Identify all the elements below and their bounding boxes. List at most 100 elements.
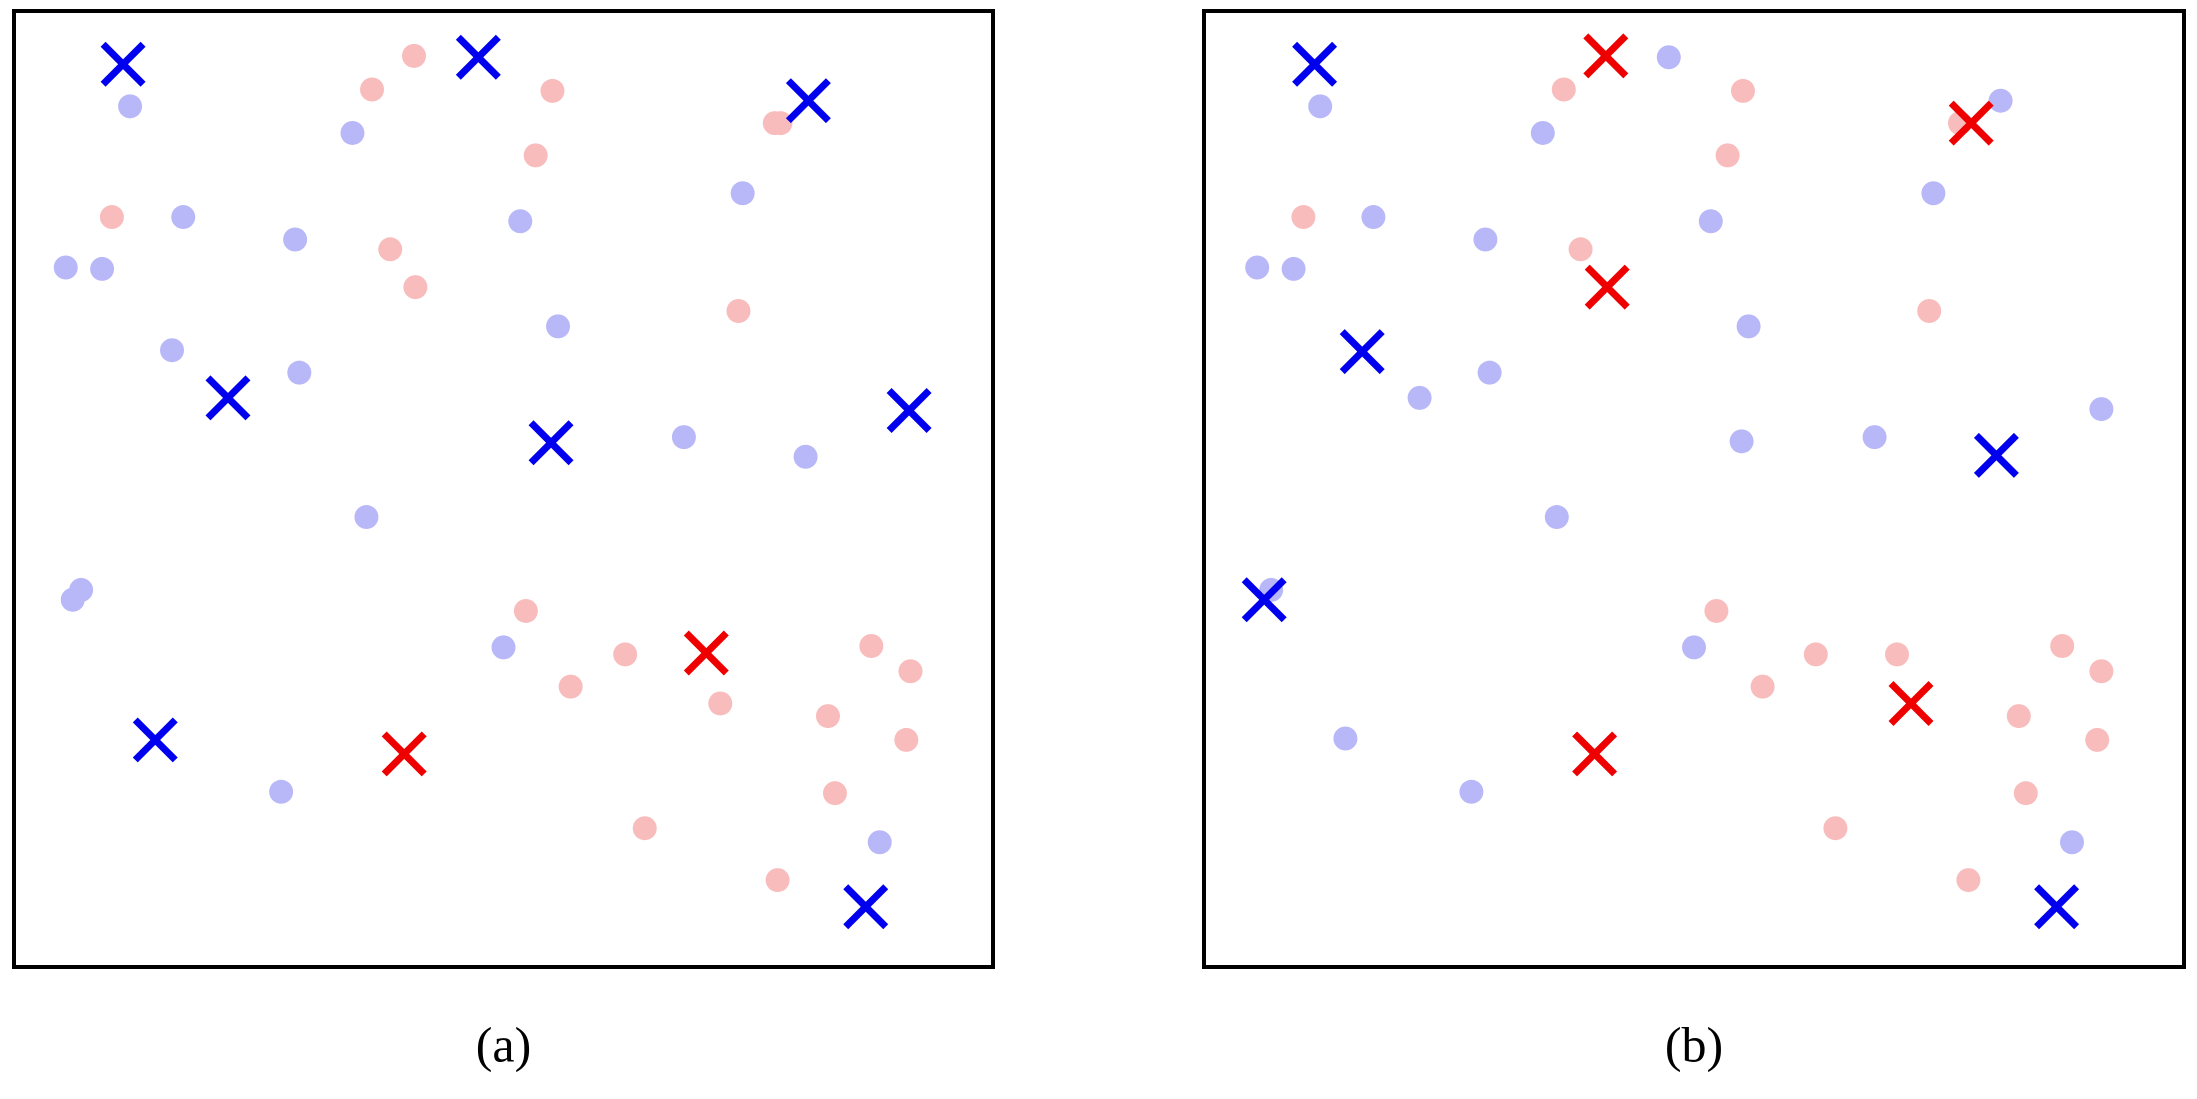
cross-marker <box>1973 432 2019 478</box>
cross-marker <box>100 41 146 87</box>
dot-marker <box>523 143 548 168</box>
cross-marker <box>1241 577 1287 623</box>
dot-marker <box>726 298 751 323</box>
dot-marker <box>815 704 840 729</box>
dot-marker <box>340 120 365 145</box>
dot-marker <box>1823 816 1848 841</box>
dot-marker <box>730 181 755 206</box>
dot-marker <box>1698 209 1723 234</box>
dot-marker <box>1917 298 1942 323</box>
dot-marker <box>508 209 533 234</box>
cross-marker <box>785 78 831 124</box>
panel-label: (a) <box>476 1016 532 1072</box>
dot-marker <box>1736 314 1761 339</box>
dot-marker <box>99 205 124 230</box>
cross-marker <box>1583 33 1629 79</box>
dot-marker <box>894 727 919 752</box>
dot-marker <box>1473 227 1498 252</box>
cross-marker <box>132 717 178 763</box>
dot-marker <box>1682 635 1706 660</box>
dot-marker <box>2089 659 2114 684</box>
dot-marker <box>90 256 115 281</box>
cross-marker <box>683 630 729 676</box>
cross-marker <box>886 388 932 433</box>
dot-marker <box>491 635 516 660</box>
dot-marker <box>1729 429 1754 454</box>
dot-marker <box>1333 726 1358 751</box>
dot-marker <box>2013 781 2038 806</box>
dot-marker <box>283 227 308 252</box>
cross-marker <box>843 884 889 930</box>
dot-marker <box>60 587 85 612</box>
dot-marker <box>1361 205 1386 230</box>
dot-marker <box>540 78 565 103</box>
dot-marker <box>1885 642 1909 667</box>
cross-marker <box>2034 884 2080 930</box>
plot-frame <box>12 9 995 969</box>
cross-marker <box>455 34 501 80</box>
dot-marker <box>2089 397 2114 422</box>
dot-marker <box>1291 205 1316 230</box>
dot-marker <box>2060 830 2084 855</box>
cross-marker <box>381 731 427 777</box>
dot-marker <box>708 691 733 716</box>
dot-marker <box>1245 255 1270 280</box>
dot-marker <box>1956 868 1981 893</box>
dot-marker <box>613 642 638 667</box>
cross-marker <box>528 420 574 466</box>
panel <box>1202 9 2186 969</box>
dot-marker <box>765 868 790 893</box>
dot-marker <box>867 830 892 855</box>
dot-marker <box>269 779 294 804</box>
dot-marker <box>1803 642 1828 667</box>
panel-label: (b) <box>1665 1016 1723 1072</box>
dot-marker <box>2085 727 2110 752</box>
dot-marker <box>1704 598 1729 623</box>
dot-marker <box>1862 425 1887 450</box>
cross-marker <box>1339 329 1385 375</box>
dot-marker <box>546 314 571 339</box>
dot-marker <box>898 659 923 684</box>
cross-marker <box>1888 680 1934 726</box>
dot-marker <box>401 43 426 68</box>
dot-marker <box>671 425 696 450</box>
dot-marker <box>1715 143 1740 168</box>
dot-marker <box>1544 505 1569 530</box>
cross-marker <box>1292 41 1338 87</box>
dot-marker <box>1988 88 2013 113</box>
dot-marker <box>403 275 428 300</box>
dot-marker <box>1656 45 1681 70</box>
dot-marker <box>1308 94 1333 119</box>
dot-marker <box>354 505 379 530</box>
dot-marker <box>768 111 793 136</box>
dot-marker <box>1750 674 1775 699</box>
dot-marker <box>378 237 403 262</box>
dot-marker <box>793 444 818 469</box>
dot-marker <box>2050 633 2075 658</box>
panel <box>12 9 995 969</box>
dot-marker <box>1459 779 1484 804</box>
dot-marker <box>632 816 657 841</box>
cross-marker <box>1572 731 1618 777</box>
dot-marker <box>1530 120 1555 145</box>
dot-marker <box>1551 77 1576 102</box>
dot-marker <box>1921 181 1946 206</box>
dot-marker <box>1731 78 1755 103</box>
dot-marker <box>558 674 583 699</box>
plot-frame <box>1202 9 2186 969</box>
dot-marker <box>1477 360 1502 385</box>
dot-marker <box>360 77 385 102</box>
dot-marker <box>859 633 884 658</box>
cross-marker <box>205 375 251 421</box>
dot-marker <box>513 598 538 623</box>
dot-marker <box>1407 385 1432 410</box>
dot-marker <box>171 205 196 230</box>
cross-marker <box>1948 100 1994 146</box>
dot-marker <box>822 781 847 806</box>
cross-marker <box>1584 264 1630 310</box>
dot-marker <box>2006 704 2031 729</box>
dot-marker <box>53 255 78 280</box>
dot-marker <box>1568 237 1593 262</box>
